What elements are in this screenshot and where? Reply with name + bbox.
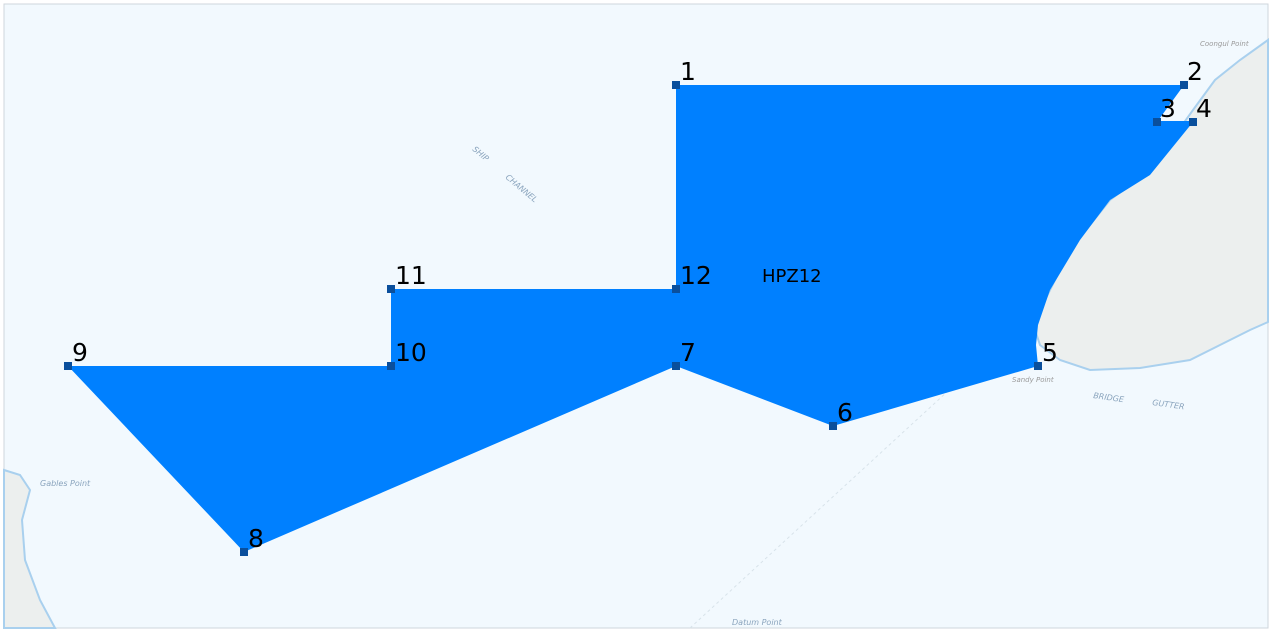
vertex-marker xyxy=(1189,118,1197,126)
vertex-marker xyxy=(1180,81,1188,89)
place-label: Gables Point xyxy=(40,479,91,488)
vertex-label: 10 xyxy=(395,338,427,367)
zone-label: HPZ12 xyxy=(762,266,822,287)
place-label: GUTTER xyxy=(1152,398,1185,411)
place-label: Datum Point xyxy=(732,618,783,627)
zone-polygon xyxy=(68,85,1193,552)
vertex-label: 6 xyxy=(837,398,853,427)
land-west xyxy=(3,468,57,629)
vertex-label: 1 xyxy=(680,57,696,86)
vertex-marker xyxy=(387,285,395,293)
vertex-marker xyxy=(829,422,837,430)
channel-line xyxy=(689,379,961,629)
vertex-label: 4 xyxy=(1196,94,1212,123)
vertex-marker xyxy=(672,362,680,370)
vertex-marker xyxy=(1153,118,1161,126)
vertex-label: 3 xyxy=(1160,94,1176,123)
vertex-marker xyxy=(672,81,680,89)
vertex-label: 7 xyxy=(680,338,696,367)
place-label: Coongul Point xyxy=(1200,40,1249,48)
vertex-marker xyxy=(64,362,72,370)
vertex-label: 9 xyxy=(72,338,88,367)
vertex-label: 11 xyxy=(395,261,427,290)
vertex-label: 2 xyxy=(1187,57,1203,86)
place-label: BRIDGE xyxy=(1093,391,1126,404)
land-east xyxy=(1033,38,1269,372)
vertex-marker xyxy=(672,285,680,293)
vertex-marker xyxy=(240,548,248,556)
vertex-markers xyxy=(64,81,1197,556)
vertex-label: 12 xyxy=(680,261,712,290)
vertex-marker xyxy=(1034,362,1042,370)
vertex-label: 8 xyxy=(248,524,264,553)
place-label: Sandy Point xyxy=(1012,376,1054,384)
vertex-label: 5 xyxy=(1042,338,1058,367)
vertex-marker xyxy=(387,362,395,370)
